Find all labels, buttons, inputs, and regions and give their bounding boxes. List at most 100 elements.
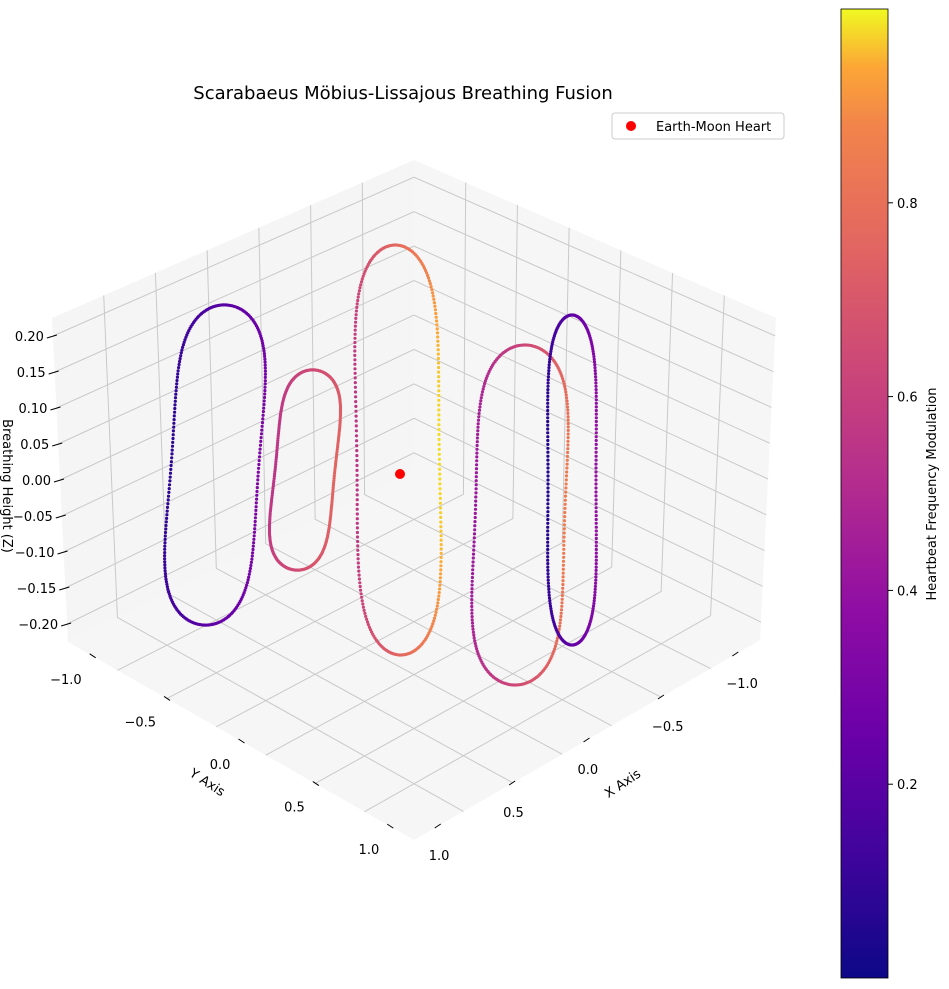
trajectory-point bbox=[355, 478, 359, 482]
trajectory-point bbox=[252, 534, 256, 538]
trajectory-point bbox=[165, 513, 169, 517]
trajectory-point bbox=[564, 474, 569, 478]
trajectory-point bbox=[437, 462, 442, 466]
x-tick-mark bbox=[583, 737, 590, 743]
trajectory-point bbox=[355, 530, 359, 535]
trajectory-point bbox=[167, 483, 172, 487]
trajectory-point bbox=[355, 483, 359, 487]
x-axis-label: X Axis bbox=[602, 767, 644, 802]
trajectory-point bbox=[437, 375, 441, 379]
trajectory-point bbox=[172, 414, 176, 418]
trajectory-point bbox=[355, 463, 359, 468]
trajectory-point bbox=[356, 553, 360, 557]
grid-line bbox=[52, 176, 776, 337]
trajectory-point bbox=[356, 539, 360, 544]
trajectory-point bbox=[361, 602, 365, 606]
trajectory-point bbox=[255, 486, 259, 490]
trajectory-point bbox=[244, 586, 248, 590]
grid-line bbox=[54, 211, 774, 373]
trajectory-point bbox=[353, 376, 357, 380]
trajectory-point bbox=[272, 477, 276, 481]
trajectory-point bbox=[163, 557, 167, 561]
trajectory-point bbox=[333, 471, 337, 475]
trajectory-point bbox=[353, 336, 357, 340]
trajectory-point bbox=[546, 401, 550, 405]
trajectory-point bbox=[553, 647, 557, 651]
trajectory-point bbox=[355, 512, 359, 516]
trajectory-point bbox=[358, 584, 362, 589]
trajectory-point bbox=[178, 357, 182, 361]
trajectory-point bbox=[566, 408, 570, 412]
trajectory-point bbox=[559, 608, 564, 612]
trajectory-point bbox=[562, 527, 566, 531]
legend-box bbox=[611, 112, 785, 140]
trajectory-point bbox=[262, 346, 266, 350]
trajectory-point bbox=[428, 282, 432, 286]
trajectory-point bbox=[354, 414, 358, 418]
trajectory-point bbox=[263, 369, 267, 373]
z-tick-mark bbox=[57, 550, 68, 555]
trajectory-point bbox=[353, 367, 357, 371]
colorbar-tick-label: 0.4 bbox=[897, 584, 918, 599]
trajectory-point bbox=[261, 410, 265, 414]
trajectory-point bbox=[275, 453, 279, 457]
trajectory-point bbox=[594, 458, 598, 462]
trajectory-point bbox=[546, 405, 550, 409]
trajectory-point bbox=[546, 572, 550, 576]
trajectory-point bbox=[475, 647, 479, 651]
trajectory-point bbox=[546, 536, 550, 541]
trajectory-point bbox=[355, 473, 359, 477]
trajectory-point bbox=[439, 572, 443, 576]
trajectory-point bbox=[438, 467, 442, 471]
trajectory-point bbox=[546, 450, 550, 454]
trajectory-point bbox=[253, 523, 257, 527]
trajectory-point bbox=[476, 422, 480, 426]
trajectory-point bbox=[174, 392, 178, 396]
trajectory-point bbox=[594, 384, 598, 388]
trajectory-point bbox=[564, 482, 568, 486]
trajectory-point bbox=[563, 506, 567, 510]
trajectory-point bbox=[254, 501, 258, 505]
trajectory-point bbox=[183, 338, 187, 342]
trajectory-point bbox=[546, 398, 550, 402]
trajectory-point bbox=[594, 521, 598, 525]
trajectory-point bbox=[438, 580, 442, 584]
x-tick-label: −1.0 bbox=[726, 677, 758, 692]
trajectory-point bbox=[546, 533, 550, 537]
trajectory-point bbox=[565, 399, 569, 403]
trajectory-point bbox=[363, 269, 367, 273]
trajectory-point bbox=[546, 466, 550, 470]
trajectory-point bbox=[563, 502, 567, 506]
trajectory-point bbox=[257, 462, 261, 467]
trajectory-point bbox=[470, 601, 474, 605]
trajectory-point bbox=[594, 391, 598, 395]
trajectory-point bbox=[474, 503, 478, 507]
trajectory-point bbox=[562, 382, 566, 386]
trajectory-point bbox=[276, 441, 280, 445]
trajectory-point bbox=[477, 408, 482, 412]
trajectory-point bbox=[546, 474, 550, 478]
trajectory-point bbox=[473, 507, 478, 511]
trajectory-point bbox=[561, 559, 566, 563]
trajectory-point bbox=[474, 499, 478, 503]
trajectory-point bbox=[510, 683, 514, 687]
trajectory-point bbox=[474, 487, 478, 491]
trajectory-point bbox=[274, 460, 278, 464]
trajectory-point bbox=[470, 598, 474, 602]
trajectory-point bbox=[437, 393, 441, 398]
trajectory-point bbox=[365, 617, 369, 621]
trajectory-point bbox=[566, 436, 570, 440]
trajectory-point bbox=[439, 520, 443, 524]
trajectory-point bbox=[474, 471, 478, 475]
z-tick-label: −0.05 bbox=[13, 510, 53, 525]
trajectory-point bbox=[263, 372, 267, 376]
trajectory-point bbox=[594, 525, 598, 529]
z-tick-label: 0.15 bbox=[17, 366, 46, 381]
trajectory-point bbox=[566, 411, 570, 415]
trajectory-point bbox=[594, 581, 598, 585]
trajectory-point bbox=[549, 607, 553, 611]
trajectory-point bbox=[354, 320, 358, 324]
trajectory-point bbox=[274, 455, 278, 459]
trajectory-point bbox=[273, 465, 277, 469]
trajectory-point bbox=[552, 649, 556, 654]
